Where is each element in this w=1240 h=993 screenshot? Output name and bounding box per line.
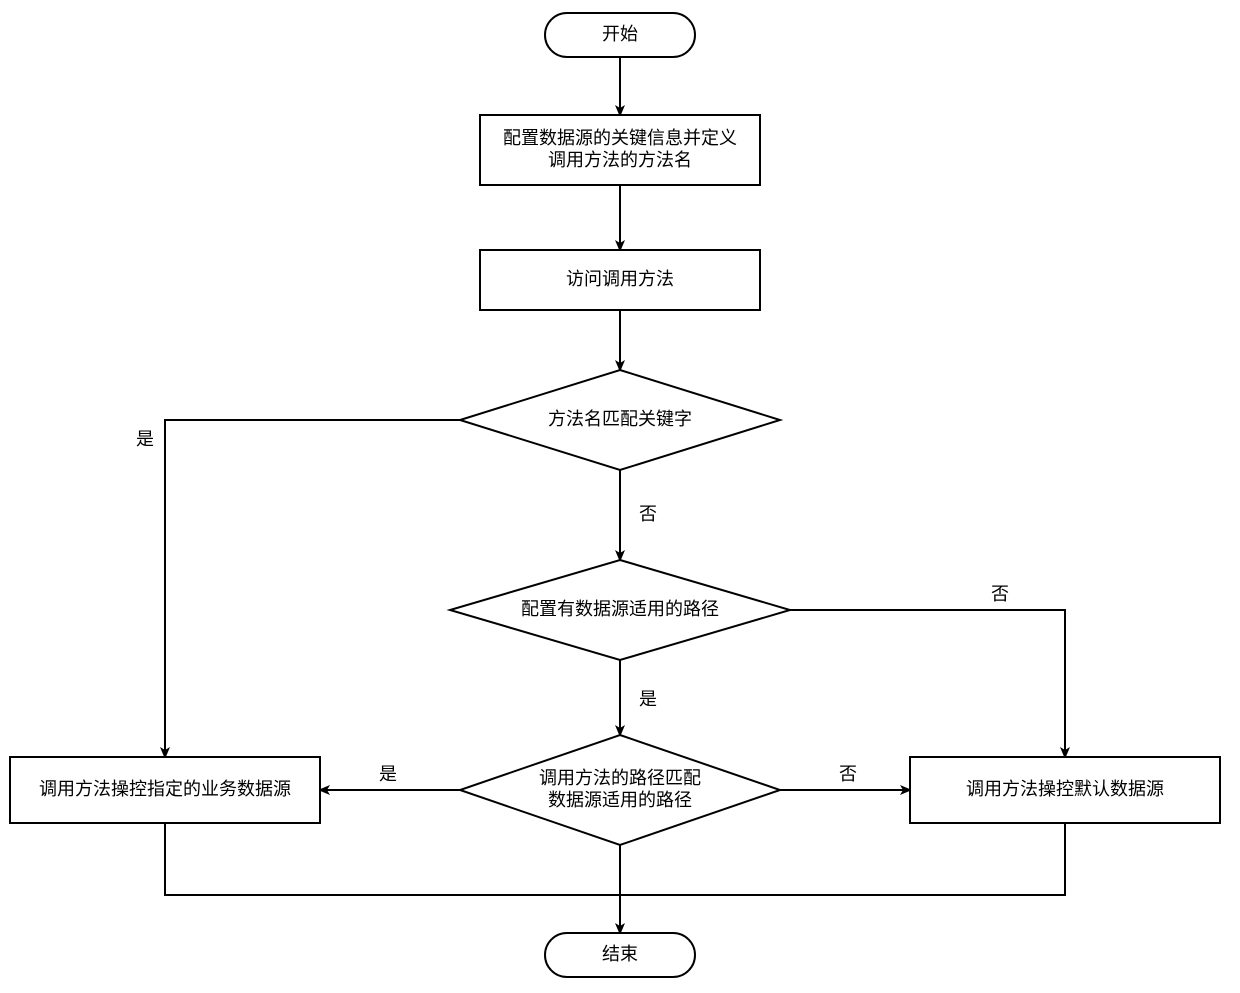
edge-label: 否 <box>639 504 657 524</box>
edge <box>790 610 1065 757</box>
node-label: 开始 <box>602 24 638 44</box>
node-label: 数据源适用的路径 <box>548 790 692 810</box>
node-label: 调用方法操控指定的业务数据源 <box>39 779 291 799</box>
edge-label: 是 <box>379 764 397 784</box>
node-label: 配置有数据源适用的路径 <box>521 599 719 619</box>
edge <box>165 823 620 933</box>
flowchart-diagram: 开始配置数据源的关键信息并定义调用方法的方法名访问调用方法方法名匹配关键字配置有… <box>0 0 1240 993</box>
node-label: 访问调用方法 <box>566 269 674 289</box>
edge-label: 是 <box>136 429 154 449</box>
node-label: 调用方法操控默认数据源 <box>966 779 1164 799</box>
node-label: 结束 <box>602 944 638 964</box>
edge <box>165 420 460 757</box>
edge-label: 否 <box>991 584 1009 604</box>
edge-label: 是 <box>639 689 657 709</box>
node-label: 调用方法的路径匹配 <box>539 768 701 788</box>
node-label: 调用方法的方法名 <box>548 150 692 170</box>
edge <box>620 823 1065 895</box>
edge-label: 否 <box>839 764 857 784</box>
node-label: 方法名匹配关键字 <box>548 409 692 429</box>
node-label: 配置数据源的关键信息并定义 <box>503 128 737 148</box>
